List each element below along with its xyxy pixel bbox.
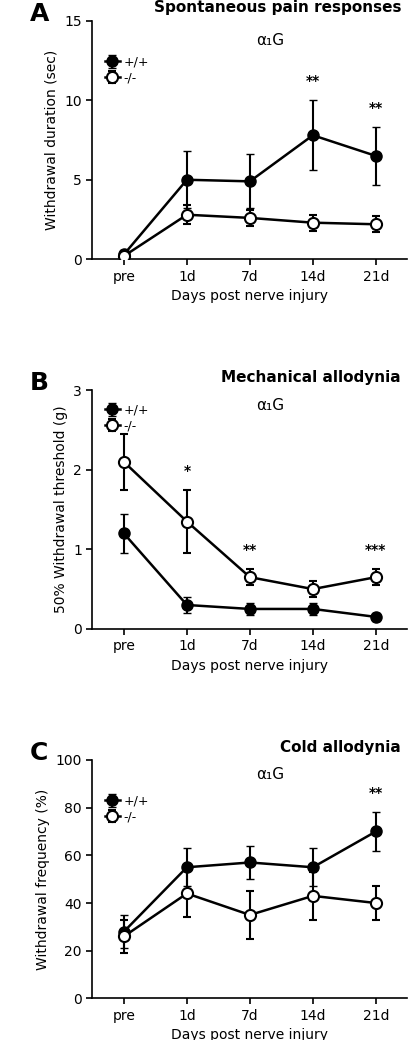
Y-axis label: Withdrawal frequency (%): Withdrawal frequency (%) xyxy=(36,788,50,970)
Text: Mechanical allodynia: Mechanical allodynia xyxy=(221,370,401,385)
Legend: +/+, -/-: +/+, -/- xyxy=(105,404,149,433)
Text: **: ** xyxy=(243,543,257,557)
X-axis label: Days post nerve injury: Days post nerve injury xyxy=(171,658,328,673)
Text: C: C xyxy=(29,740,48,764)
Text: α₁G: α₁G xyxy=(256,32,284,48)
Text: Cold allodynia: Cold allodynia xyxy=(281,739,401,755)
Text: **: ** xyxy=(306,74,320,88)
Text: B: B xyxy=(29,371,48,395)
Text: **: ** xyxy=(369,101,383,115)
Text: *: * xyxy=(184,464,190,477)
Text: α₁G: α₁G xyxy=(256,397,284,413)
Text: A: A xyxy=(29,2,49,26)
Legend: +/+, -/-: +/+, -/- xyxy=(105,56,149,84)
Text: Spontaneous pain responses: Spontaneous pain responses xyxy=(154,0,401,16)
Text: ***: *** xyxy=(365,543,386,557)
X-axis label: Days post nerve injury: Days post nerve injury xyxy=(171,289,328,304)
Text: α₁G: α₁G xyxy=(256,768,284,782)
Y-axis label: Withdrawal duration (sec): Withdrawal duration (sec) xyxy=(45,50,59,230)
Text: **: ** xyxy=(369,786,383,801)
X-axis label: Days post nerve injury: Days post nerve injury xyxy=(171,1029,328,1040)
Y-axis label: 50% Withdrawal threshold (g): 50% Withdrawal threshold (g) xyxy=(54,406,68,614)
Legend: +/+, -/-: +/+, -/- xyxy=(105,795,149,824)
